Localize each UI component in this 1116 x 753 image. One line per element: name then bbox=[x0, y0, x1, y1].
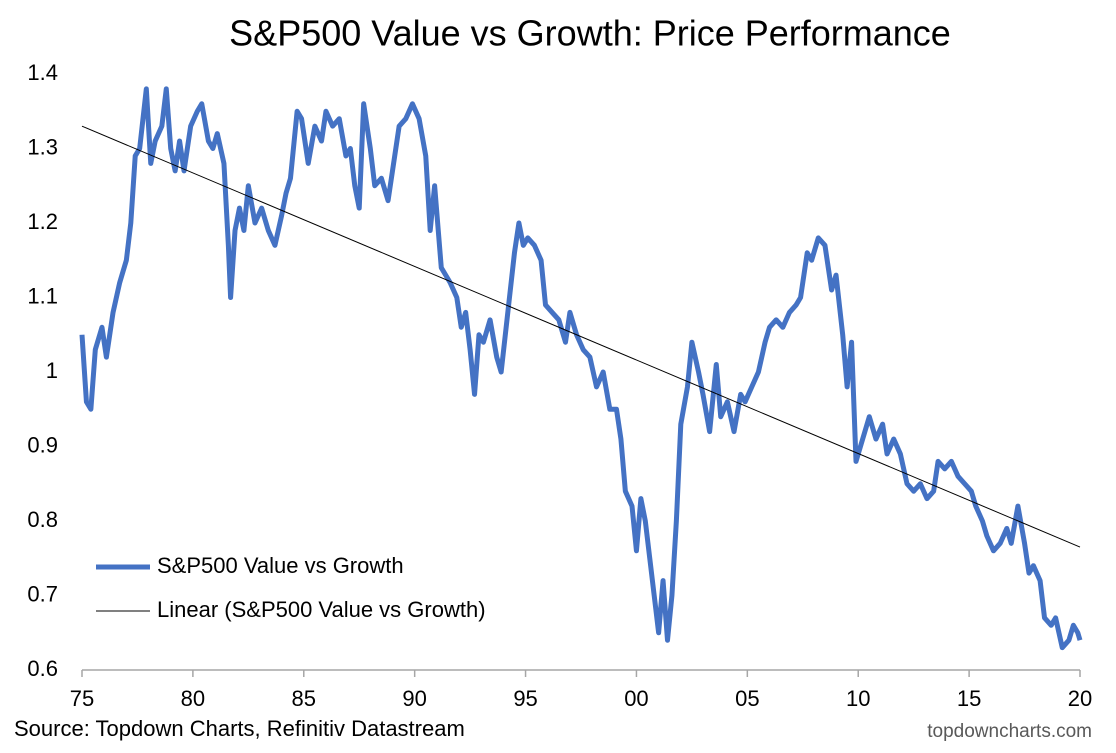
x-tick-label: 00 bbox=[624, 686, 648, 711]
x-tick-label: 15 bbox=[957, 686, 981, 711]
series-line bbox=[81, 125, 1081, 548]
x-tick-label: 90 bbox=[402, 686, 426, 711]
y-tick-label: 0.9 bbox=[27, 432, 58, 457]
y-tick-label: 1.4 bbox=[27, 60, 58, 85]
y-tick-label: 0.6 bbox=[27, 656, 58, 681]
y-tick-label: 1.3 bbox=[27, 134, 58, 159]
x-tick-label: 05 bbox=[735, 686, 759, 711]
x-tick-label: 75 bbox=[70, 686, 94, 711]
x-tick-label: 95 bbox=[513, 686, 537, 711]
y-tick-label: 0.7 bbox=[27, 581, 58, 606]
y-tick-label: 1.1 bbox=[27, 283, 58, 308]
x-tick-label: 85 bbox=[292, 686, 316, 711]
legend-label: S&P500 Value vs Growth bbox=[157, 553, 404, 578]
y-tick-label: 1.2 bbox=[27, 209, 58, 234]
chart-title: S&P500 Value vs Growth: Price Performanc… bbox=[229, 13, 951, 54]
y-tick-label: 0.8 bbox=[27, 507, 58, 532]
x-tick-label: 20 bbox=[1068, 686, 1092, 711]
y-tick-label: 1 bbox=[46, 358, 58, 383]
legend-label: Linear (S&P500 Value vs Growth) bbox=[157, 597, 486, 622]
x-tick-label: 80 bbox=[181, 686, 205, 711]
x-tick-label: 10 bbox=[846, 686, 870, 711]
source: Source: Topdown Charts, Refinitiv Datast… bbox=[14, 716, 465, 741]
series-line bbox=[79, 86, 1083, 651]
watermark: topdowncharts.com bbox=[927, 721, 1092, 742]
